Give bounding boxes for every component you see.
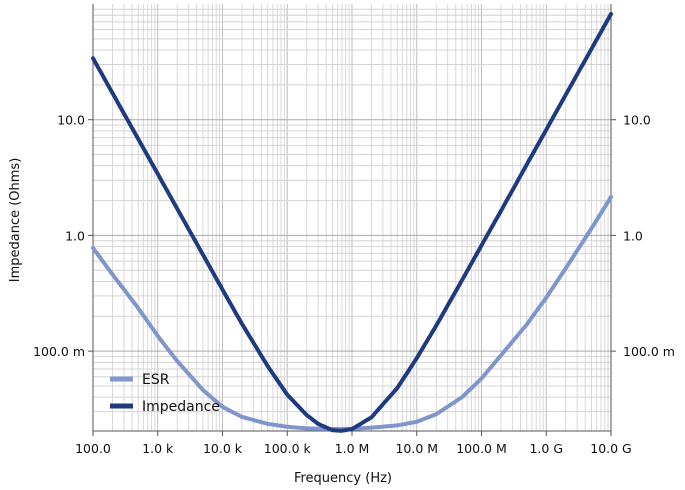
y-tick-label-right: 1.0 bbox=[623, 228, 643, 243]
x-tick-label: 10.0 G bbox=[590, 441, 632, 456]
x-axis-title: Frequency (Hz) bbox=[294, 471, 392, 486]
x-tick-label: 1.0 M bbox=[335, 441, 370, 456]
x-tick-labels: 100.0 1.0 k 10.0 k 100.0 k 1.0 M 10.0 M 100.0 … bbox=[75, 441, 632, 456]
legend-label-impedance: Impedance bbox=[142, 399, 220, 415]
legend-label-esr: ESR bbox=[142, 372, 170, 388]
y-tick-label-left: 1.0 bbox=[65, 228, 85, 243]
y-tick-label-left: 10.0 bbox=[57, 113, 85, 128]
x-tick-label: 10.0 M bbox=[395, 441, 438, 456]
y-tick-label-right: 100.0 m bbox=[623, 344, 675, 359]
grid bbox=[93, 4, 611, 431]
x-tick-label: 1.0 k bbox=[142, 441, 174, 456]
x-tick-label: 100.0 M bbox=[456, 441, 507, 456]
y-axis-title: Impedance (Ohms) bbox=[8, 158, 23, 283]
x-tick-label: 100.0 bbox=[75, 441, 111, 456]
x-tick-label: 100.0 k bbox=[264, 441, 312, 456]
y-tick-label-right: 10.0 bbox=[623, 113, 651, 128]
x-tick-label: 10.0 k bbox=[203, 441, 243, 456]
x-tick-label: 1.0 G bbox=[529, 441, 563, 456]
y-tick-label-left: 100.0 m bbox=[33, 344, 85, 359]
